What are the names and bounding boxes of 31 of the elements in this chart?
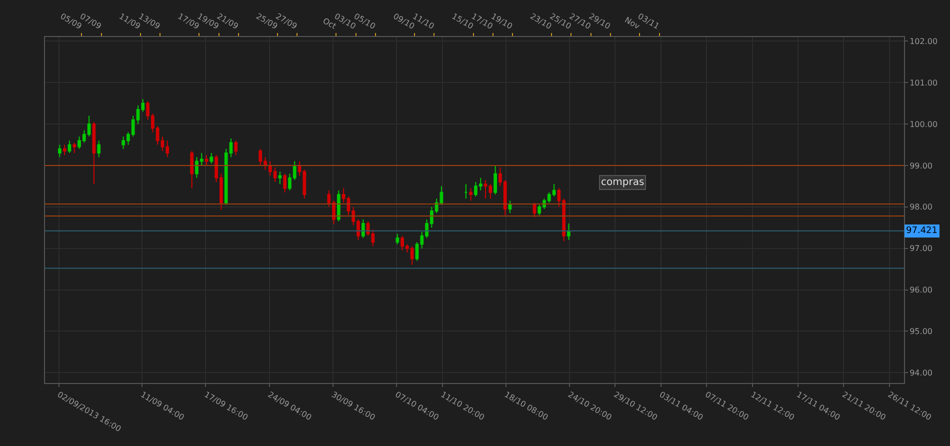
candlestick [464,184,468,200]
y-tick-label: 100.00 [910,120,938,129]
candlestick [190,150,194,189]
candlestick [204,154,208,166]
y-tick-label: 98.00 [910,202,933,212]
y-tick-label: 97.00 [910,244,933,254]
annotation: compras [601,177,644,188]
y-tick-label: 96.00 [910,286,933,295]
y-tick-label: 102.00 [910,36,938,46]
y-tick-label: 99.00 [910,161,933,170]
candlestick [336,190,340,222]
candlestick [494,164,497,195]
candlestick [278,171,282,185]
candlestick [396,233,400,245]
y-tick-label: 95.00 [910,327,933,336]
candlestick [283,173,287,193]
candlestick [469,188,473,202]
candlestick [68,140,72,154]
candlestick [58,144,62,158]
candlestick [361,218,365,238]
ref-line-label: 97.421 [906,226,938,236]
candlestick [210,152,214,164]
y-tick-label: 94.00 [910,368,933,378]
candlestick [234,140,238,156]
candlestick [92,121,96,185]
y-tick-label: 101.00 [910,78,938,88]
candlestick [567,222,570,241]
candlestick [508,200,512,214]
candlestick [97,140,101,158]
candlestick [72,142,76,154]
candlestick [62,144,66,156]
